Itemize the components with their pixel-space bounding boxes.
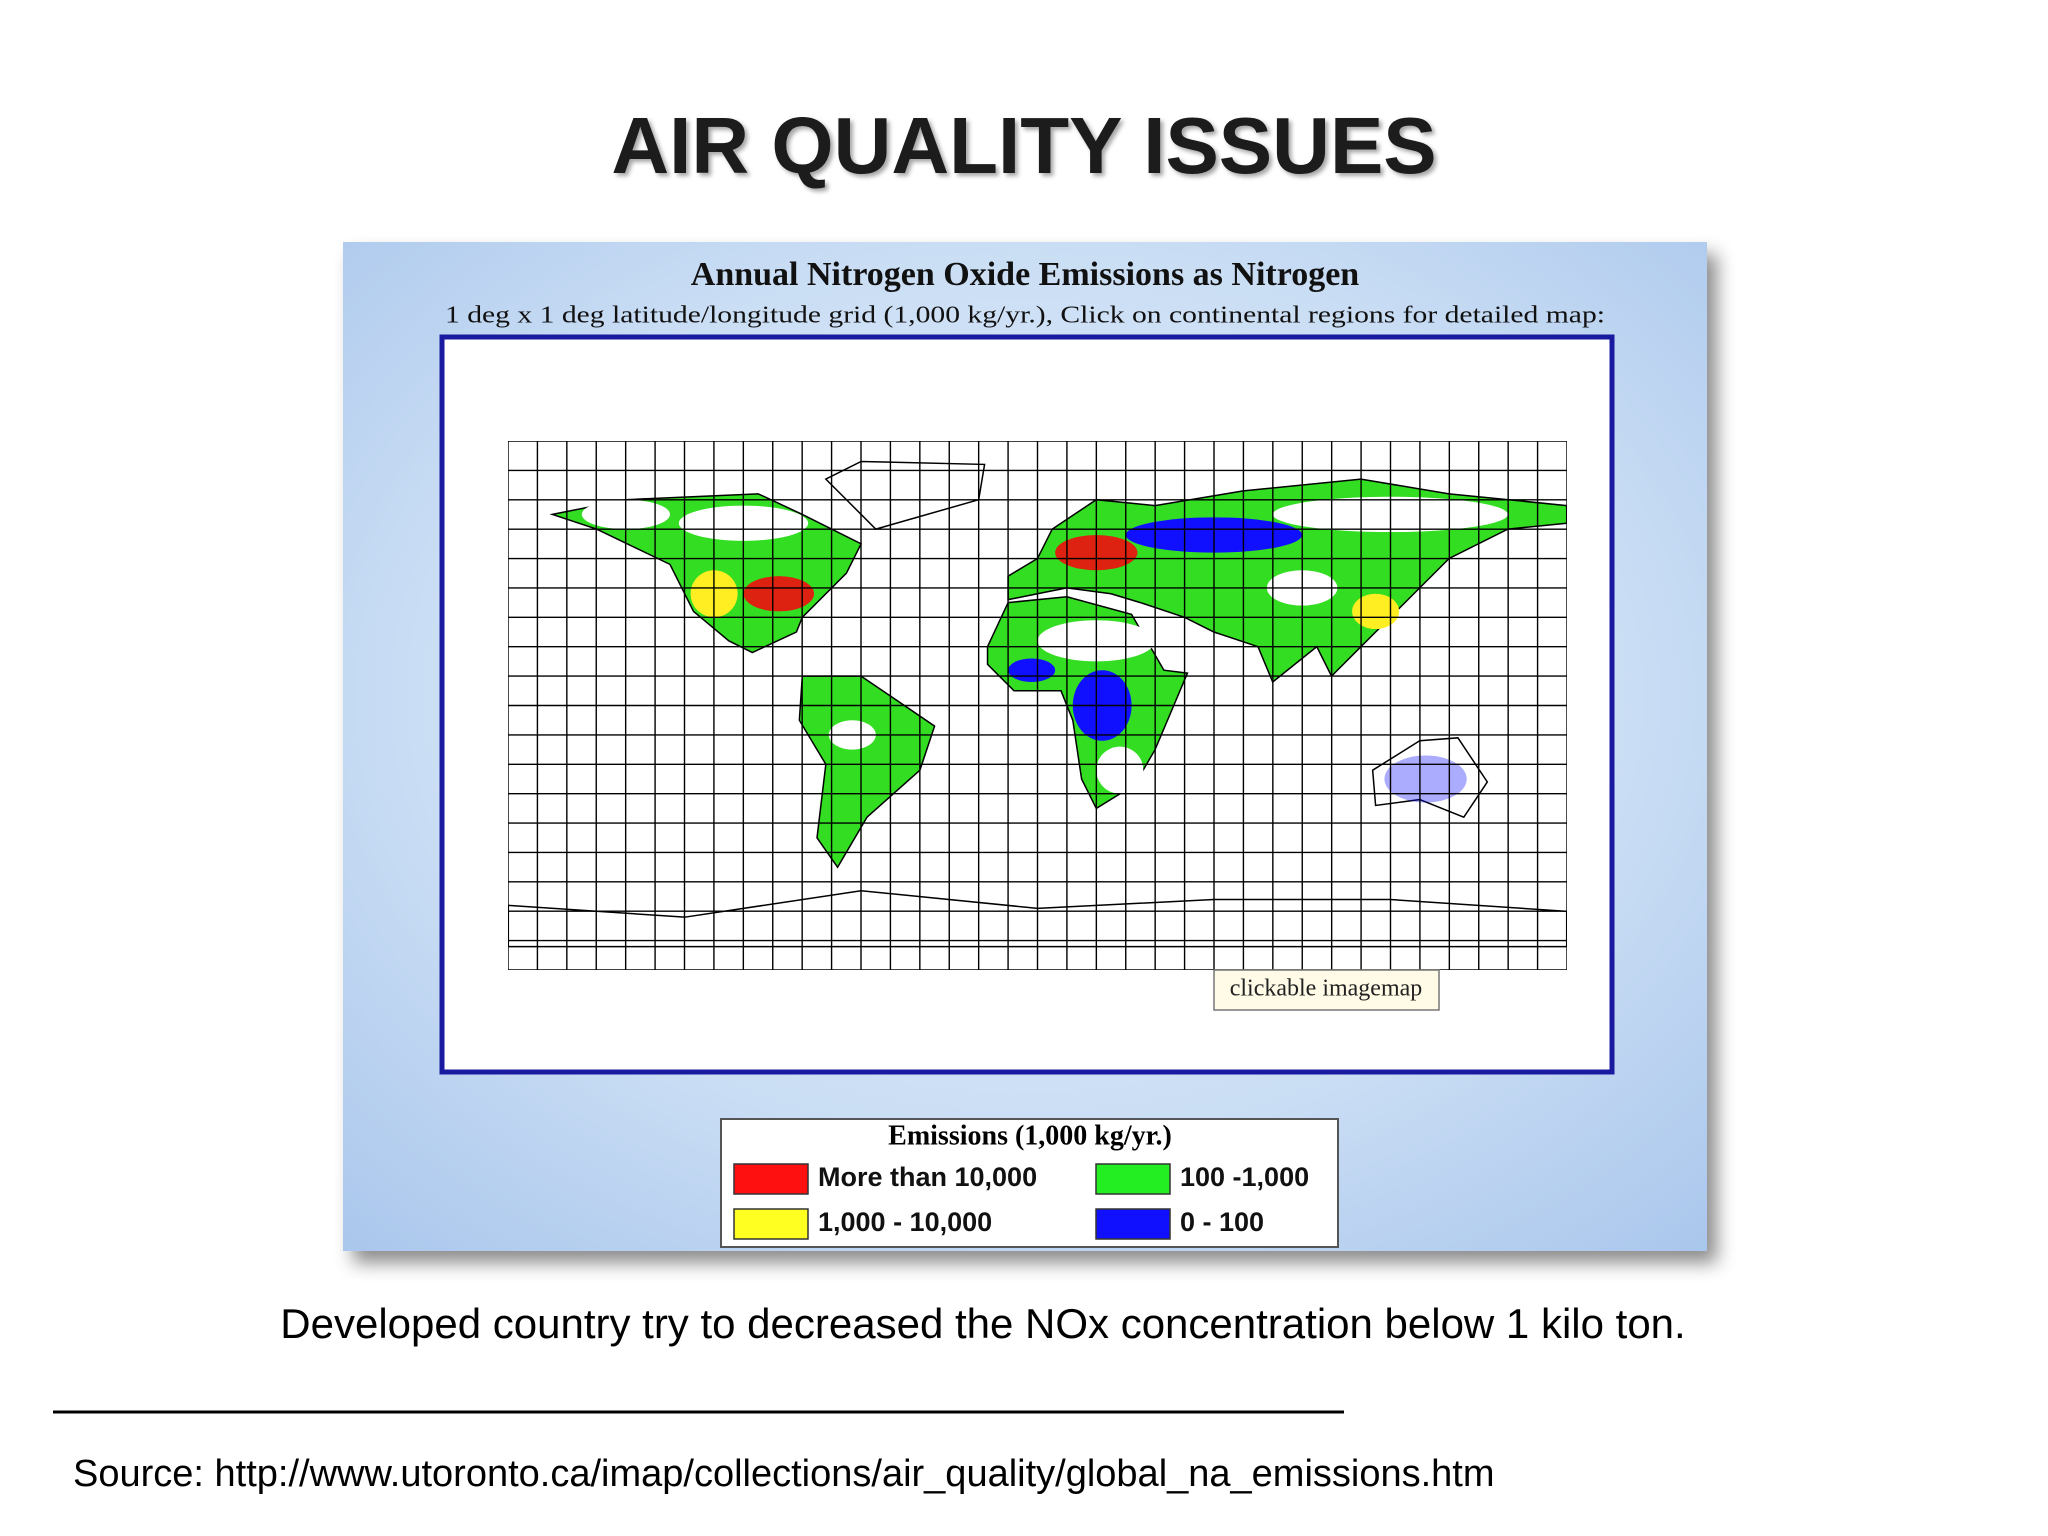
world-map [508, 441, 1567, 970]
legend-swatch [1095, 1208, 1171, 1240]
legend-box [720, 1118, 1339, 1248]
slide-title: AIR QUALITY ISSUES [611, 101, 1436, 190]
source: Source: http://www.utoronto.ca/imap/coll… [73, 1453, 1495, 1495]
greenland [826, 461, 985, 529]
legend-title: Emissions (1,000 kg/yr.) [888, 1120, 1172, 1151]
map-note[interactable]: clickable imagemap [1230, 976, 1423, 1002]
australia [1373, 738, 1488, 817]
map-note-box [1213, 969, 1440, 1011]
figure-title: Annual Nitrogen Oxide Emissions as Nitro… [691, 256, 1360, 293]
legend-swatch [1095, 1163, 1171, 1195]
south-america [799, 676, 934, 867]
legend-swatch [733, 1208, 809, 1240]
map-grid [508, 441, 1567, 970]
figure-subtitle: 1 deg x 1 deg latitude/longitude grid (1… [445, 303, 1605, 329]
legend-label: 1,000 - 10,000 [818, 1207, 992, 1237]
legend-swatch [733, 1163, 809, 1195]
map-frame [439, 334, 1615, 1075]
legend: Emissions (1,000 kg/yr.) More than 10,00… [720, 1118, 1339, 1248]
legend-label: More than 10,000 [818, 1162, 1037, 1192]
legend-label: 0 - 100 [1180, 1207, 1264, 1237]
caption: Developed country try to decreased the N… [280, 1300, 1685, 1347]
legend-label: 100 -1,000 [1180, 1162, 1309, 1192]
